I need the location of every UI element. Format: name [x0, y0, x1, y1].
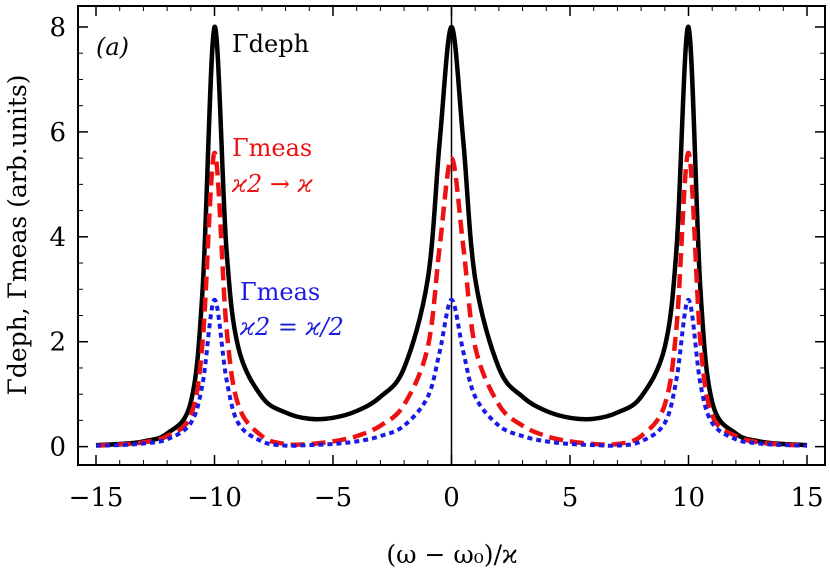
x-tick-label: −15	[69, 483, 124, 513]
x-tick-label: 5	[562, 483, 579, 513]
series-layer	[95, 24, 808, 448]
x-axis-label: (ω − ω₀)/ϰ	[386, 540, 517, 569]
meas-blue-annotation-line2: ϰ2 = ϰ/2	[239, 313, 344, 341]
axis-ticks	[78, 6, 825, 465]
deph-annotation: Γdeph	[232, 30, 309, 58]
x-tick-label: 10	[672, 483, 705, 513]
x-tick-label: −5	[314, 483, 352, 513]
y-tick-label: 4	[49, 223, 66, 253]
y-tick-label: 8	[49, 13, 66, 43]
meas-red-annotation-line1: Γmeas	[232, 134, 312, 162]
tick-labels: −15 −10 −5 0 5 10 15 0 2 4 6 8	[49, 13, 823, 513]
deph-annotation-text: Γdeph	[232, 30, 309, 58]
panel-label: (a)	[96, 33, 129, 61]
x-tick-label: −10	[187, 483, 242, 513]
y-tick-label: 6	[49, 118, 66, 148]
y-axis-label: Γdeph, Γmeas (arb.units)	[3, 74, 32, 395]
series-line-0	[95, 24, 808, 448]
y-tick-label: 0	[49, 433, 66, 463]
series-line-1	[95, 150, 808, 448]
meas-blue-annotation: Γmeas ϰ2 = ϰ/2	[239, 278, 344, 341]
meas-red-annotation-line2: ϰ2 → ϰ	[231, 170, 314, 198]
x-tick-label: 15	[790, 483, 823, 513]
x-tick-label: 0	[443, 483, 460, 513]
series-line-2	[95, 297, 808, 448]
meas-blue-annotation-line1: Γmeas	[240, 278, 320, 306]
meas-red-annotation: Γmeas ϰ2 → ϰ	[231, 134, 314, 198]
y-tick-label: 2	[49, 328, 66, 358]
